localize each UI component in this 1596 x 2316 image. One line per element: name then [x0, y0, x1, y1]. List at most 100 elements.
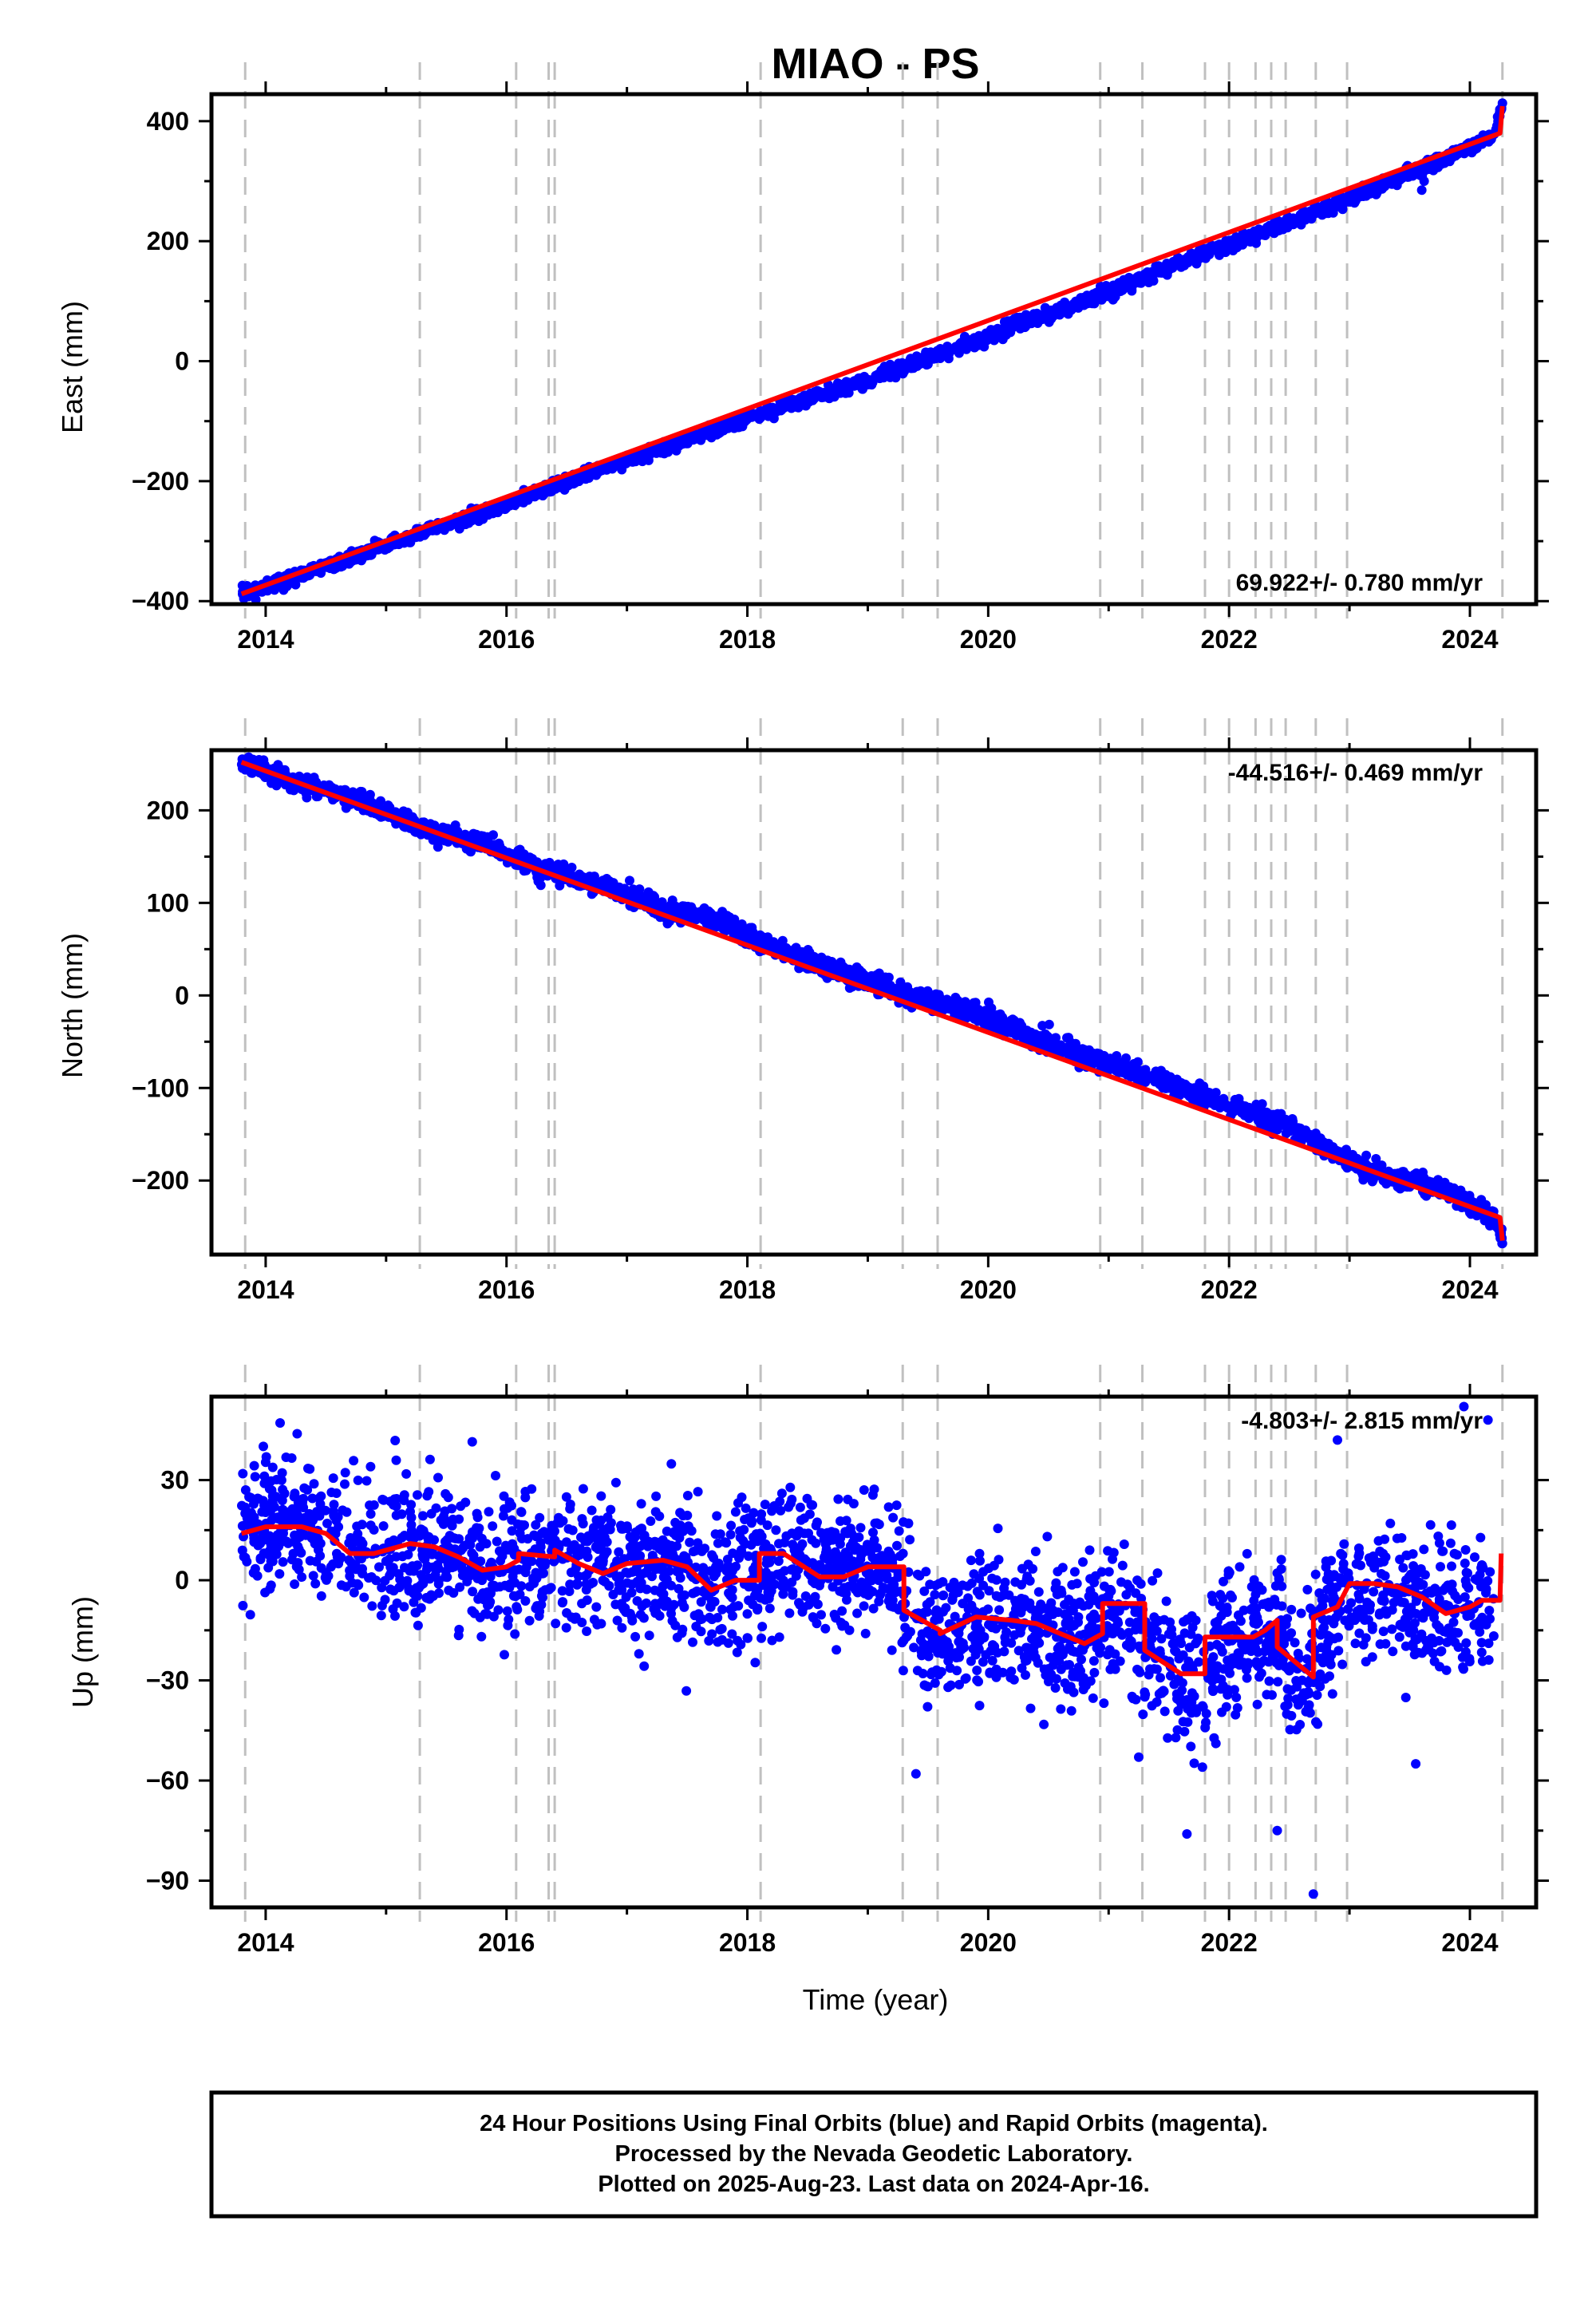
north-point [1230, 1094, 1240, 1105]
up-point [413, 1490, 422, 1500]
east-point [731, 419, 741, 429]
north-point [1214, 1095, 1224, 1105]
north-point [1367, 1176, 1377, 1187]
east-point [1144, 269, 1154, 279]
north-point [1205, 1093, 1215, 1103]
up-point [1327, 1689, 1337, 1699]
north-point [927, 1000, 938, 1010]
east-point [1175, 255, 1186, 265]
east-point [496, 502, 507, 512]
north-point [259, 755, 269, 765]
east-x-tick-label: 2016 [478, 625, 535, 654]
north-point [1311, 1133, 1321, 1143]
north-point [1108, 1060, 1119, 1070]
north-point [341, 803, 351, 813]
north-point [1021, 1026, 1032, 1036]
east-x-tick-label: 2020 [960, 625, 1017, 654]
east-point [1313, 205, 1323, 215]
north-point [1011, 1026, 1021, 1037]
north-point [365, 789, 375, 800]
north-point [1371, 1154, 1381, 1164]
east-point [1333, 199, 1343, 208]
east-point [721, 421, 731, 431]
east-point [1274, 222, 1284, 232]
east-outlier-point [1416, 185, 1427, 196]
north-point [1037, 1021, 1048, 1031]
north-point [1226, 1105, 1236, 1115]
north-point [1284, 1117, 1294, 1127]
north-point [1321, 1142, 1331, 1152]
east-point [1229, 239, 1239, 250]
north-point [1395, 1184, 1405, 1194]
east-rate-label: 69.922+/- 0.780 mm/yr [1236, 570, 1483, 596]
north-point [1036, 1032, 1046, 1041]
east-point [852, 378, 863, 389]
east-x-tick-label: 2014 [237, 625, 294, 654]
east-point [563, 478, 574, 488]
north-rate-label: -44.516+/- 0.469 mm/yr [1228, 760, 1483, 786]
east-point [899, 359, 909, 370]
east-point [508, 498, 519, 508]
north-x-tick-label: 2024 [1441, 1275, 1498, 1304]
east-point [982, 332, 993, 342]
east-panel: 2014 2016 2018 2020 2022 2024−400−2000200400E… [56, 62, 1549, 654]
north-point [980, 1006, 990, 1016]
east-point [754, 414, 764, 425]
north-point [797, 953, 808, 963]
east-point [969, 333, 979, 343]
east-point [1374, 180, 1385, 191]
north-point [705, 910, 715, 920]
north-point [903, 982, 913, 992]
east-point [1134, 271, 1144, 281]
east-point [1079, 297, 1088, 307]
north-point [494, 838, 504, 848]
east-point [827, 385, 837, 395]
east-point [1120, 281, 1131, 291]
north-point [733, 930, 744, 940]
east-point [682, 438, 693, 449]
east-y-tick-label: 400 [147, 107, 189, 136]
east-point [787, 394, 797, 405]
east-point [958, 341, 969, 351]
east-y-tick-label: 200 [147, 227, 189, 255]
north-point [344, 788, 354, 798]
north-point [910, 990, 919, 1000]
north-y-tick-label: 200 [147, 796, 189, 824]
north-point [1276, 1109, 1286, 1119]
north-point [966, 1004, 977, 1014]
east-point [898, 369, 908, 379]
north-point [1130, 1069, 1140, 1079]
east-x-tick-label: 2022 [1201, 625, 1258, 654]
north-point [982, 1018, 992, 1029]
north-x-tick-label: 2018 [719, 1275, 776, 1304]
north-point [1112, 1051, 1122, 1061]
east-point [1349, 192, 1359, 203]
north-point [535, 872, 546, 883]
east-point [841, 388, 851, 398]
north-point [433, 842, 443, 852]
north-point [938, 1000, 949, 1010]
east-point [415, 532, 425, 542]
north-point [1001, 1019, 1011, 1030]
north-point [625, 875, 634, 886]
north-point [1246, 1108, 1256, 1118]
north-point [1270, 1118, 1281, 1128]
east-point [1012, 312, 1022, 322]
north-y-tick-label: −200 [132, 1166, 189, 1195]
east-point [1069, 298, 1079, 309]
east-point [771, 403, 781, 413]
north-point [784, 947, 794, 958]
north-point [1291, 1123, 1301, 1133]
north-point [1128, 1059, 1139, 1069]
east-point [285, 578, 295, 588]
north-point [302, 772, 312, 782]
east-point [695, 433, 705, 443]
east-point [970, 342, 980, 353]
north-point [1056, 1040, 1066, 1050]
east-point [366, 550, 377, 560]
north-point [1080, 1049, 1091, 1058]
north-point [302, 792, 312, 803]
east-point [881, 370, 891, 380]
east-point [1391, 174, 1401, 184]
